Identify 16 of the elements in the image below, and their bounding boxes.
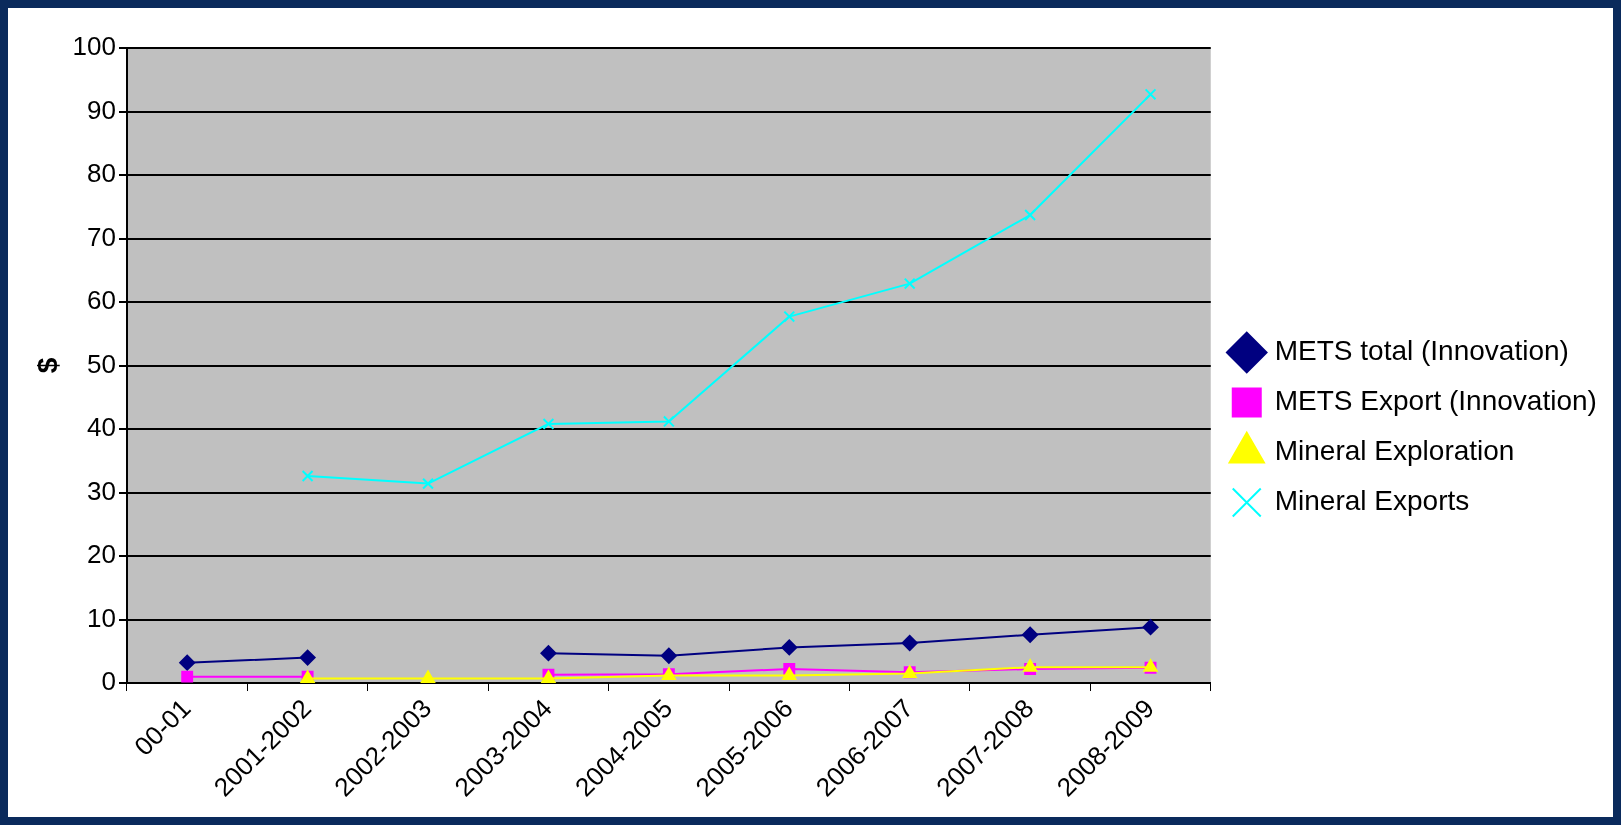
y-tick-label: 30 — [87, 475, 116, 506]
y-tick-label: 70 — [87, 221, 116, 252]
y-tick-label: 100 — [72, 31, 116, 62]
y-axis-title: $ — [31, 357, 63, 374]
y-tick-label: 40 — [87, 412, 116, 443]
legend-label: METS total (Innovation) — [1274, 335, 1569, 367]
legend-label: Mineral Exports — [1274, 485, 1470, 517]
legend-label: METS Export (Innovation) — [1274, 385, 1597, 417]
y-tick-label: 80 — [87, 158, 116, 189]
y-tick-label: 20 — [87, 539, 116, 570]
y-tick-label: 10 — [87, 602, 116, 633]
y-tick-label: 50 — [87, 348, 116, 379]
y-tick-label: 90 — [87, 94, 116, 125]
legend-label: Mineral Exploration — [1274, 435, 1515, 467]
y-tick-label: 0 — [101, 666, 116, 697]
y-tick-label: 60 — [87, 285, 116, 316]
